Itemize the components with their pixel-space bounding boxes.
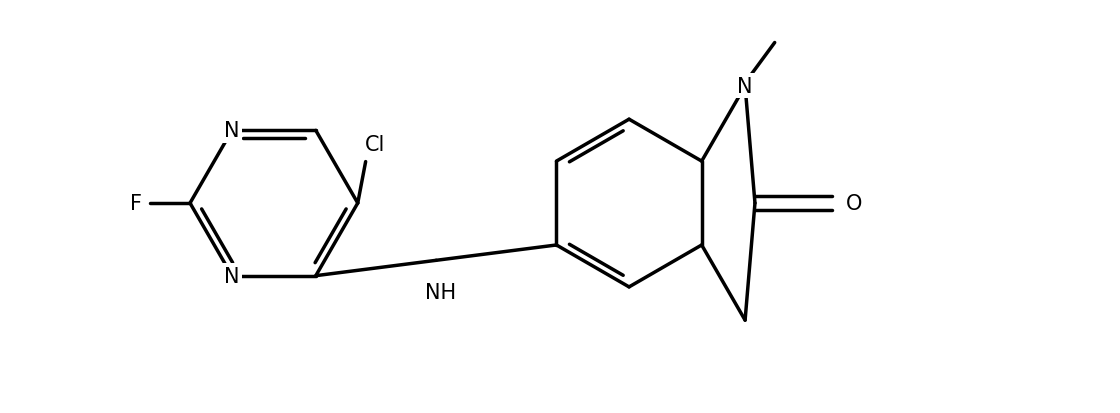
Text: N: N <box>737 77 753 97</box>
Text: NH: NH <box>426 282 457 302</box>
Text: N: N <box>224 121 240 141</box>
Text: N: N <box>224 266 240 286</box>
Text: F: F <box>130 194 142 214</box>
Text: O: O <box>846 194 861 214</box>
Text: Cl: Cl <box>365 135 385 154</box>
